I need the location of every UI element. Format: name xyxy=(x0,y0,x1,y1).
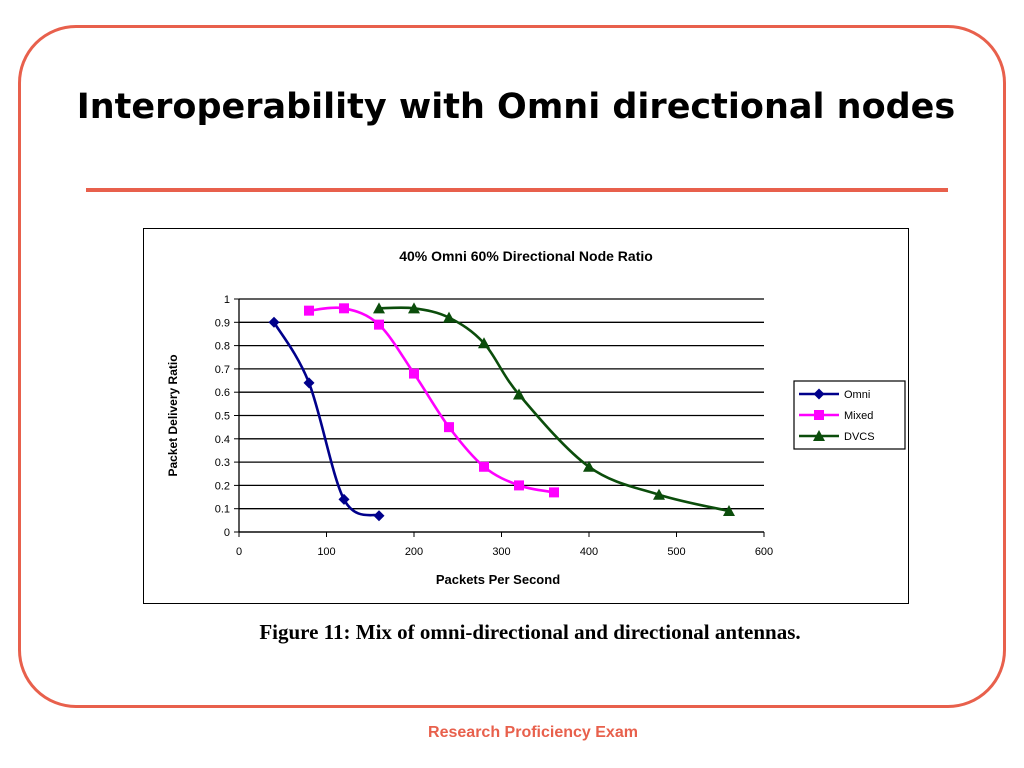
y-tick-label: 0.2 xyxy=(215,480,230,492)
y-tick-label: 0.7 xyxy=(215,364,230,376)
slide-title: Interoperability with Omni directional n… xyxy=(76,87,956,127)
chart-container: 40% Omni 60% Directional Node Ratio 0 0.1 0… xyxy=(143,228,909,604)
x-tick-label: 600 xyxy=(755,546,773,558)
data-point-mixed xyxy=(304,305,314,316)
y-tick-label: 0.4 xyxy=(215,434,230,446)
data-point-omni xyxy=(338,493,350,505)
x-tick-label: 0 xyxy=(236,546,242,558)
y-tick-label: 0.5 xyxy=(215,411,230,423)
data-point-mixed xyxy=(339,303,349,314)
x-tick-label: 100 xyxy=(317,546,335,558)
data-point-dvcs xyxy=(723,505,735,517)
x-tick-label: 400 xyxy=(580,546,598,558)
data-point-dvcs xyxy=(443,311,455,323)
data-point-mixed xyxy=(374,319,384,330)
data-point-mixed xyxy=(479,461,489,472)
series-line-mixed xyxy=(308,306,555,494)
data-point-omni xyxy=(268,316,280,328)
legend-marker-omni xyxy=(813,388,825,400)
legend-label-dvcs: DVCS xyxy=(844,431,875,443)
y-tick-label: 0.9 xyxy=(215,317,230,329)
y-axis-label: Packet Delivery Ratio xyxy=(166,354,180,476)
data-point-mixed xyxy=(409,368,419,379)
legend-marker-dvcs xyxy=(813,430,825,441)
data-point-mixed xyxy=(549,487,559,498)
x-axis-label: Packets Per Second xyxy=(436,572,560,587)
x-tick-label: 500 xyxy=(667,546,685,558)
series-line-dvcs xyxy=(378,306,730,513)
data-point-omni xyxy=(373,510,385,522)
series-line-omni xyxy=(272,321,380,517)
slide-frame xyxy=(18,25,1006,708)
y-tick-label: 1 xyxy=(224,294,230,306)
chart-title: 40% Omni 60% Directional Node Ratio xyxy=(399,248,653,264)
data-point-dvcs xyxy=(408,302,420,314)
figure-caption: Figure 11: Mix of omni-directional and d… xyxy=(259,620,801,644)
y-tick-label: 0.1 xyxy=(215,504,230,516)
y-tick-label: 0.6 xyxy=(215,387,230,399)
legend-label-omni: Omni xyxy=(844,389,870,401)
y-tick-label: 0 xyxy=(224,527,230,539)
y-tick-label: 0.3 xyxy=(215,457,230,469)
line-chart: 40% Omni 60% Directional Node Ratio 0 0.1 0… xyxy=(166,248,906,587)
data-point-dvcs xyxy=(513,388,525,400)
data-point-mixed xyxy=(444,422,454,433)
data-point-dvcs xyxy=(373,302,385,314)
data-point-dvcs xyxy=(478,337,490,349)
legend-label-mixed: Mixed xyxy=(844,410,873,422)
x-tick-label: 300 xyxy=(492,546,510,558)
data-point-dvcs xyxy=(583,460,595,472)
data-point-mixed xyxy=(514,480,524,491)
legend-marker-mixed xyxy=(814,410,824,420)
data-point-dvcs xyxy=(653,488,665,500)
footer-text: Research Proficiency Exam xyxy=(428,724,638,741)
title-divider xyxy=(86,188,948,192)
x-tick-label: 200 xyxy=(405,546,423,558)
data-point-omni xyxy=(303,377,315,389)
y-tick-label: 0.8 xyxy=(215,341,230,353)
